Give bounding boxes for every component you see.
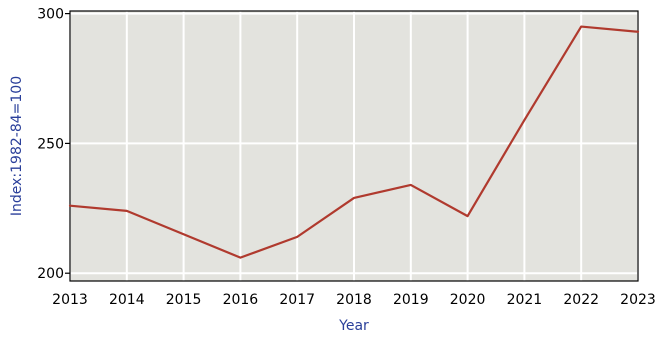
data-point [239,256,242,259]
data-point [69,204,71,207]
data-point [296,236,299,238]
data-point [126,210,128,212]
data-point [637,30,639,33]
data-point [466,215,469,217]
x-tick-label: 2013 [52,292,88,308]
data-point [182,233,185,236]
x-axis-title: Year [338,318,369,334]
series-layer [68,25,640,259]
y-tick-label: 250 [37,136,64,152]
x-tick-label: 2021 [507,292,543,308]
x-tick-label: 2014 [109,292,145,308]
tick-labels: 2013 2014 2015 2016 2017 2018 2019 2020 2021 2022… [37,7,656,308]
x-tick-label: 2022 [563,292,599,308]
data-point [523,119,526,121]
x-tick-label: 2018 [336,292,372,308]
x-tick-label: 2019 [393,292,429,308]
x-tick-label: 2020 [450,292,486,308]
plot-border [69,10,639,282]
data-point [580,25,582,28]
plot-frame [65,10,639,282]
y-axis-title: Index:1982-84=100 [9,76,25,216]
x-tick-label: 2016 [223,292,259,308]
y-tick-label: 300 [37,7,64,23]
x-tick-label: 2015 [166,292,202,308]
x-tick-label: 2017 [279,292,315,308]
x-tick-label: 2023 [620,292,656,308]
y-tick-label: 200 [37,266,64,282]
data-point [353,197,355,199]
data-point [410,184,412,186]
